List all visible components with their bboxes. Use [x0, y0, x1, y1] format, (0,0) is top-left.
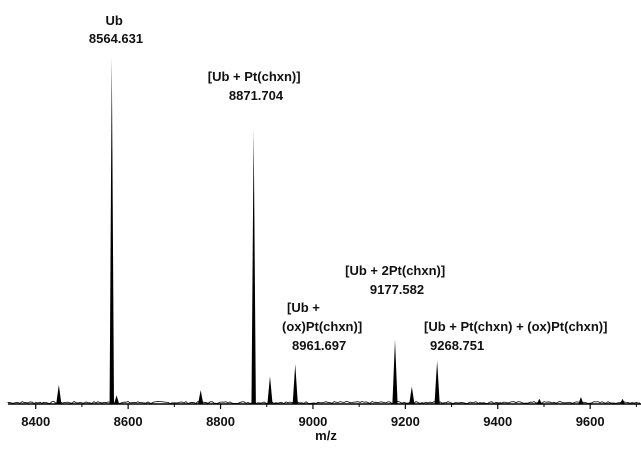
spectrum-peak — [198, 390, 204, 404]
baseline-noise — [7, 401, 641, 404]
spectrum-peak — [267, 376, 273, 404]
annotation-ub-2pt-name: [Ub + 2Pt(chxn)] — [345, 263, 445, 278]
annotation-ub-pt-ox-name: [Ub + Pt(chxn) + (ox)Pt(chxn)] — [424, 319, 607, 334]
annotation-ub-mass: 8564.631 — [89, 31, 143, 46]
spectrum-peak — [292, 364, 298, 404]
x-tick-label: 9200 — [391, 414, 420, 429]
spectrum-peak — [409, 386, 415, 404]
spectrum-peak — [56, 384, 62, 404]
spectrum-peak — [578, 397, 584, 404]
x-axis-label: m/z — [315, 428, 337, 443]
annotation-ub-ox-line1: [Ub + — [287, 300, 320, 315]
x-tick-label: 8600 — [114, 414, 143, 429]
spectrum-peak — [251, 129, 256, 404]
spectrum-peaks — [7, 57, 641, 404]
annotation-ub-name: Ub — [106, 13, 123, 28]
annotation-ub-ox: [Ub + (ox)Pt(chxn)] 8961.697 — [282, 300, 366, 353]
annotation-ub-pt-ox: [Ub + Pt(chxn) + (ox)Pt(chxn)] 9268.751 — [424, 319, 611, 353]
spectrum-peak — [113, 395, 120, 404]
annotation-ub-pt-mass: 8871.704 — [229, 88, 284, 103]
annotation-ub-pt: [Ub + Pt(chxn)] 8871.704 — [208, 69, 304, 103]
spectrum-peak — [434, 360, 440, 404]
annotation-ub-2pt: [Ub + 2Pt(chxn)] 9177.582 — [345, 263, 449, 297]
spectrum-peak — [392, 339, 398, 404]
annotation-ub-2pt-mass: 9177.582 — [370, 282, 424, 297]
x-tick-label: 9600 — [576, 414, 605, 429]
spectrum-peak — [109, 57, 114, 404]
annotation-ub-ox-mass: 8961.697 — [292, 338, 346, 353]
annotation-ub-pt-name: [Ub + Pt(chxn)] — [208, 69, 301, 84]
x-axis-ticks: 8400 8600 8800 9000 9200 9400 9600 — [21, 404, 637, 429]
x-tick-label: 9000 — [298, 414, 327, 429]
x-tick-label: 8800 — [206, 414, 235, 429]
annotation-ub-pt-ox-mass: 9268.751 — [430, 338, 484, 353]
annotation-ub: Ub 8564.631 — [89, 13, 143, 46]
x-tick-label: 8400 — [21, 414, 50, 429]
x-tick-label: 9400 — [483, 414, 512, 429]
annotation-ub-ox-line2: (ox)Pt(chxn)] — [282, 319, 362, 334]
